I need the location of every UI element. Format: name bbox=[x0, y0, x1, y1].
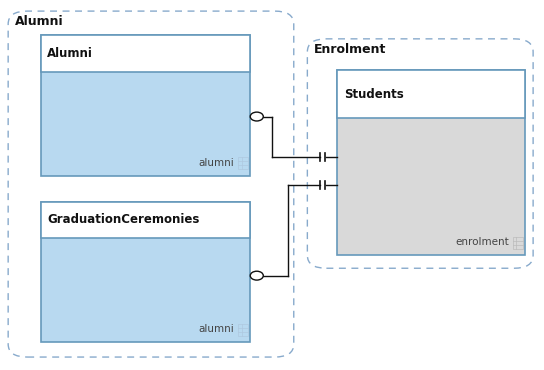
FancyBboxPatch shape bbox=[337, 70, 525, 118]
FancyBboxPatch shape bbox=[41, 35, 250, 72]
Text: Alumni: Alumni bbox=[47, 47, 93, 60]
Text: Enrolment: Enrolment bbox=[314, 43, 386, 56]
FancyBboxPatch shape bbox=[41, 202, 250, 342]
Text: alumni: alumni bbox=[198, 324, 234, 334]
Text: Alumni: Alumni bbox=[15, 15, 63, 28]
Text: alumni: alumni bbox=[198, 158, 234, 168]
Text: enrolment: enrolment bbox=[455, 237, 509, 247]
Text: GraduationCeremonies: GraduationCeremonies bbox=[47, 213, 200, 226]
Circle shape bbox=[250, 271, 263, 280]
Text: Students: Students bbox=[344, 88, 404, 101]
FancyBboxPatch shape bbox=[337, 70, 525, 255]
Circle shape bbox=[250, 112, 263, 121]
FancyBboxPatch shape bbox=[41, 202, 250, 238]
FancyBboxPatch shape bbox=[41, 35, 250, 176]
